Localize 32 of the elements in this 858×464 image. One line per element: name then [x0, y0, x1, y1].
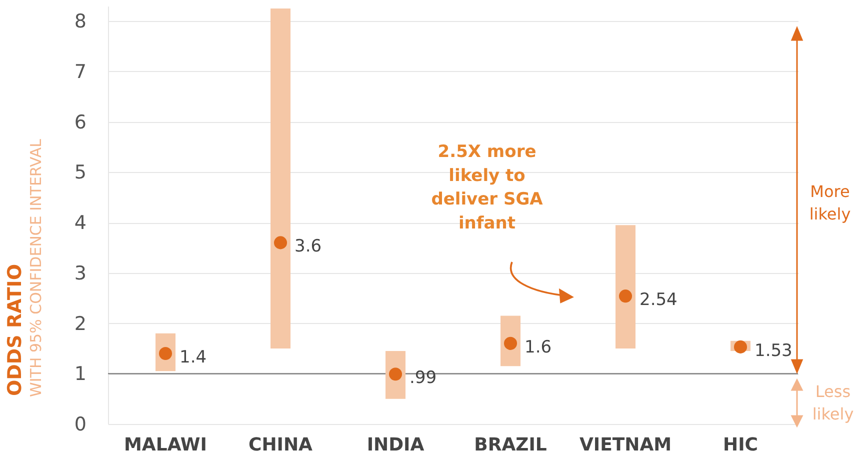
data-label: 3.6: [294, 236, 322, 257]
y-tick-label: 0: [74, 414, 86, 436]
text: WITH 95% CONFIDENCE INTERVAL: [27, 138, 45, 397]
y-tick-label: 4: [74, 212, 86, 234]
data-label: 1.4: [180, 347, 207, 368]
data-label: 2.54: [640, 290, 678, 310]
x-tick-label: BRAZIL: [474, 434, 547, 456]
point: [388, 368, 402, 381]
y-tick-label: 8: [74, 10, 86, 33]
data-label: 1.6: [524, 337, 552, 358]
point: [504, 336, 518, 350]
point: [274, 236, 288, 250]
y-axis-title: ODDS RATIO: [4, 264, 26, 396]
data-label: .99: [410, 368, 437, 388]
point: [734, 340, 748, 354]
x-tick-label: CHINA: [248, 434, 313, 456]
y-tick-label: 3: [74, 262, 86, 284]
y-tick-label: 1: [74, 363, 86, 386]
x-tick-label: MALAWI: [124, 434, 207, 456]
annotation: 2.5X more likely to deliver SGA infant: [431, 142, 544, 234]
y-tick-label: 7: [74, 60, 86, 83]
point: [158, 346, 172, 360]
y-tick-label: 2: [74, 312, 86, 335]
text: Less likely: [812, 382, 854, 424]
y-tick-label: 6: [74, 111, 86, 134]
point: [618, 290, 632, 303]
text: More likely: [809, 182, 851, 224]
y-tick-label: 5: [74, 162, 86, 184]
x-tick-label: VIETNAM: [579, 434, 672, 456]
x-tick-label: HIC: [723, 434, 758, 456]
x-tick-label: INDIA: [366, 434, 424, 456]
data-label: 1.53: [754, 340, 792, 361]
